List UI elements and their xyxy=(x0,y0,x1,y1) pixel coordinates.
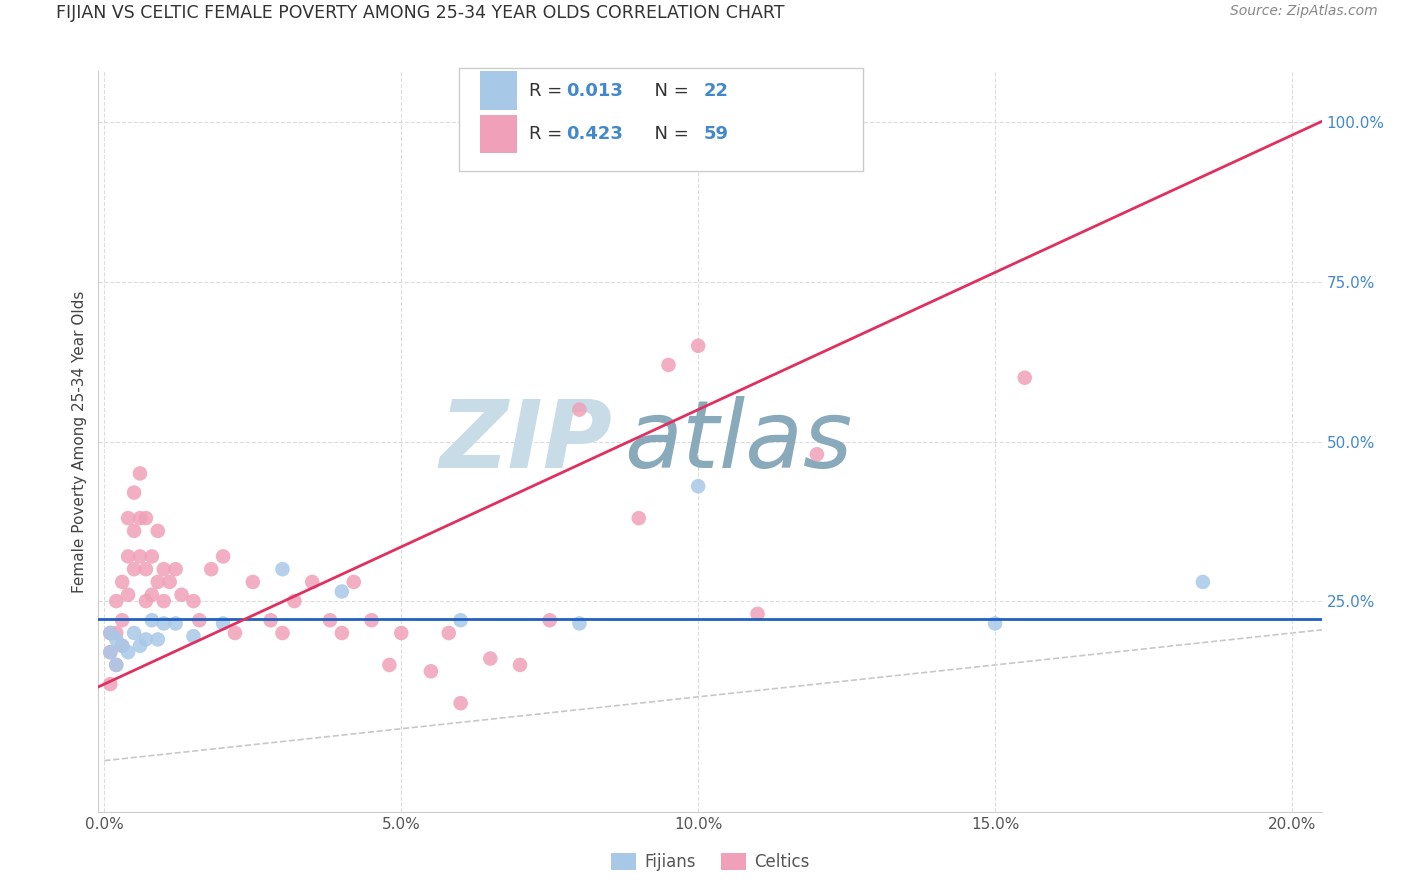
Point xyxy=(105,632,128,647)
Point xyxy=(146,574,169,589)
Point xyxy=(111,613,134,627)
Point xyxy=(98,645,121,659)
Text: 0.423: 0.423 xyxy=(565,125,623,143)
Point xyxy=(343,574,366,589)
Point xyxy=(111,639,134,653)
Text: R =: R = xyxy=(529,81,568,100)
Point xyxy=(117,645,139,659)
Point xyxy=(105,657,128,672)
Point xyxy=(627,511,650,525)
Point xyxy=(183,594,205,608)
Point xyxy=(141,549,163,564)
Point xyxy=(301,574,323,589)
Point xyxy=(688,479,710,493)
Point xyxy=(688,339,710,353)
Point xyxy=(122,485,145,500)
Point xyxy=(259,613,281,627)
Point xyxy=(420,665,443,679)
Point xyxy=(165,616,187,631)
Point xyxy=(1014,370,1036,384)
Text: FIJIAN VS CELTIC FEMALE POVERTY AMONG 25-34 YEAR OLDS CORRELATION CHART: FIJIAN VS CELTIC FEMALE POVERTY AMONG 25… xyxy=(56,4,785,22)
Point xyxy=(389,626,412,640)
Legend: Fijians, Celtics: Fijians, Celtics xyxy=(605,846,815,878)
Point xyxy=(242,574,264,589)
Text: N =: N = xyxy=(643,125,695,143)
Point xyxy=(450,696,472,710)
Point xyxy=(135,632,157,647)
Point xyxy=(129,639,152,653)
Y-axis label: Female Poverty Among 25-34 Year Olds: Female Poverty Among 25-34 Year Olds xyxy=(72,291,87,592)
Point xyxy=(111,574,134,589)
Point xyxy=(437,626,460,640)
Point xyxy=(212,549,235,564)
FancyBboxPatch shape xyxy=(479,115,517,153)
Text: R =: R = xyxy=(529,125,568,143)
Point xyxy=(152,616,174,631)
Point xyxy=(98,626,121,640)
Point xyxy=(450,613,472,627)
Point xyxy=(117,511,139,525)
Point xyxy=(129,511,152,525)
FancyBboxPatch shape xyxy=(479,71,517,110)
Point xyxy=(568,616,591,631)
Point xyxy=(165,562,187,576)
Point xyxy=(111,639,134,653)
Point xyxy=(330,584,353,599)
Text: N =: N = xyxy=(643,81,695,100)
Point xyxy=(98,626,121,640)
Point xyxy=(360,613,382,627)
Point xyxy=(105,594,128,608)
Point xyxy=(271,562,294,576)
Point xyxy=(152,594,174,608)
Point xyxy=(129,549,152,564)
Point xyxy=(378,657,401,672)
Text: 0.013: 0.013 xyxy=(565,81,623,100)
Point xyxy=(212,616,235,631)
Point xyxy=(122,524,145,538)
Point xyxy=(146,524,169,538)
Point xyxy=(984,616,1007,631)
Point xyxy=(141,613,163,627)
Point xyxy=(122,626,145,640)
Text: atlas: atlas xyxy=(624,396,852,487)
Point xyxy=(98,677,121,691)
Point xyxy=(146,632,169,647)
FancyBboxPatch shape xyxy=(460,68,863,171)
Text: 22: 22 xyxy=(704,81,728,100)
Point xyxy=(1192,574,1215,589)
Point xyxy=(135,511,157,525)
Point xyxy=(747,607,769,621)
Point xyxy=(806,447,828,461)
Point xyxy=(117,588,139,602)
Point xyxy=(105,657,128,672)
Point xyxy=(183,629,205,643)
Point xyxy=(657,358,679,372)
Text: 59: 59 xyxy=(704,125,728,143)
Point xyxy=(509,657,531,672)
Text: Source: ZipAtlas.com: Source: ZipAtlas.com xyxy=(1230,4,1378,19)
Point xyxy=(152,562,174,576)
Point xyxy=(141,588,163,602)
Text: ZIP: ZIP xyxy=(439,395,612,488)
Point xyxy=(188,613,211,627)
Point xyxy=(135,562,157,576)
Point xyxy=(330,626,353,640)
Point xyxy=(98,645,121,659)
Point xyxy=(117,549,139,564)
Point xyxy=(319,613,342,627)
Point xyxy=(479,651,502,665)
Point xyxy=(135,594,157,608)
Point xyxy=(568,402,591,417)
Point xyxy=(271,626,294,640)
Point xyxy=(283,594,305,608)
Point xyxy=(170,588,193,602)
Point xyxy=(224,626,246,640)
Point xyxy=(105,626,128,640)
Point xyxy=(538,613,561,627)
Point xyxy=(159,574,181,589)
Point xyxy=(129,467,152,481)
Point xyxy=(200,562,222,576)
Point xyxy=(122,562,145,576)
